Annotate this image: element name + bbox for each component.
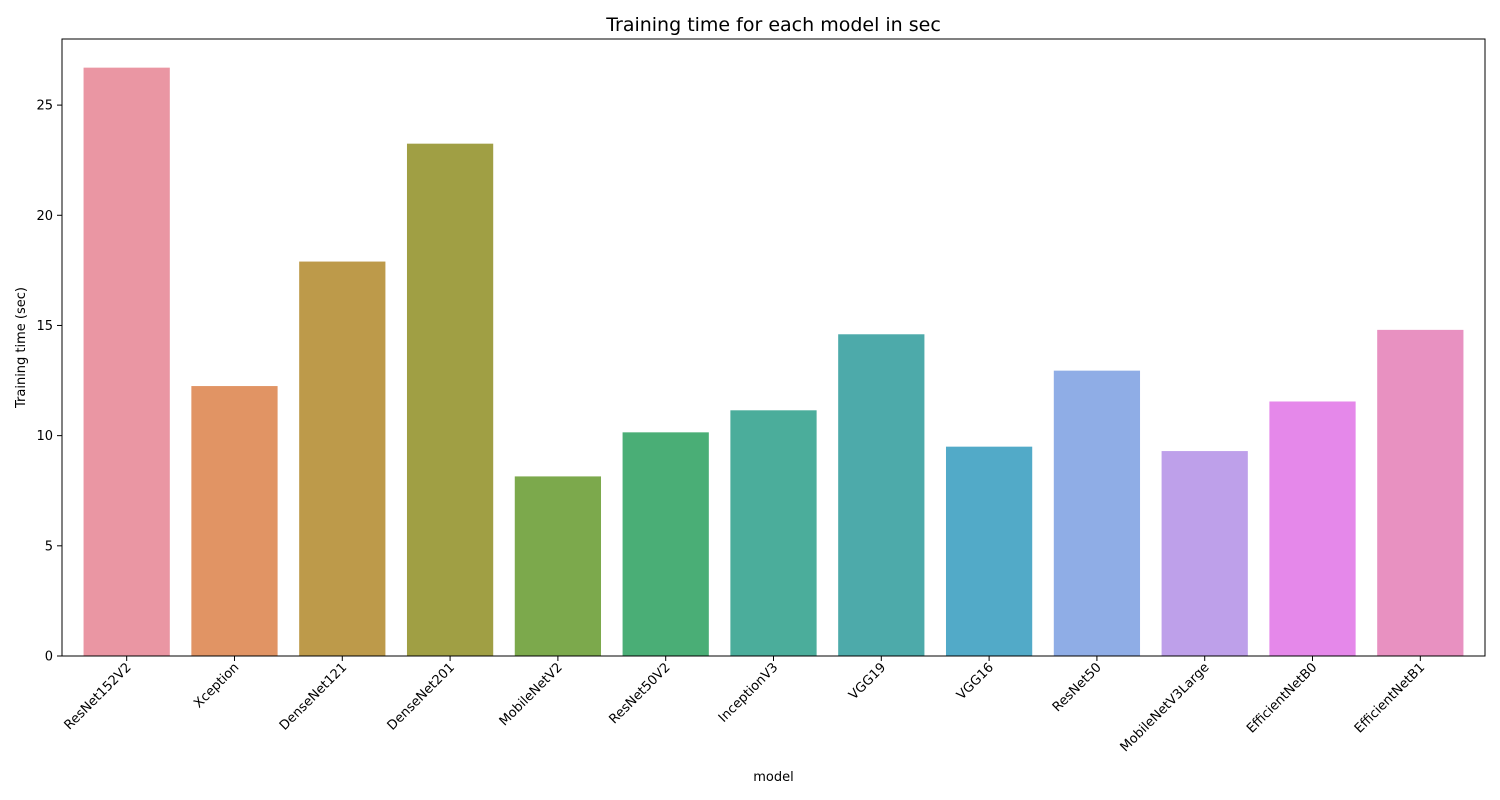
bar-vgg16 xyxy=(945,446,1033,656)
x-axis-label: model xyxy=(753,770,793,785)
x-tick-label: ResNet152V2 xyxy=(62,660,135,733)
x-tick-label: Xception xyxy=(191,660,242,711)
bar-densenet121 xyxy=(299,261,386,656)
bar-mobilenetv3large xyxy=(1161,451,1248,656)
bar-resnet50 xyxy=(1053,370,1141,656)
plot-frame xyxy=(61,38,1486,657)
x-tick-label: VGG19 xyxy=(846,660,889,703)
bar-efficientnetb0 xyxy=(1269,401,1356,656)
x-tick-label: DenseNet201 xyxy=(385,660,458,733)
x-tick-label: MobileNetV3Large xyxy=(1118,660,1213,755)
y-tick-label: 15 xyxy=(36,319,53,334)
y-tick-label: 0 xyxy=(45,650,53,665)
bar-resnet50v2 xyxy=(622,432,709,656)
bar-xception xyxy=(191,386,278,656)
bar-densenet201 xyxy=(406,143,494,657)
bar-mobilenetv2 xyxy=(514,476,602,656)
bar-resnet152v2 xyxy=(83,67,170,656)
x-tick-label: EfficientNetB1 xyxy=(1352,660,1428,736)
y-tick-label: 20 xyxy=(36,209,53,224)
x-tick-label: DenseNet121 xyxy=(277,660,350,733)
y-tick-label: 5 xyxy=(45,539,53,554)
x-tick-label: VGG16 xyxy=(954,660,997,703)
bar-vgg19 xyxy=(838,334,925,656)
x-tick-label: InceptionV3 xyxy=(716,660,781,725)
y-axis-ticks: 0 5 10 15 20 25 xyxy=(36,99,62,665)
bar-efficientnetb1 xyxy=(1377,329,1464,656)
x-axis-ticks: ResNet152V2 Xception DenseNet121 DenseNet20… xyxy=(62,656,1428,755)
x-tick-label: MobileNetV2 xyxy=(497,660,566,729)
y-axis-label: Training time (sec) xyxy=(14,287,29,409)
x-tick-label: EfficientNetB0 xyxy=(1244,660,1320,736)
y-tick-label: 10 xyxy=(36,429,53,444)
x-tick-label: ResNet50V2 xyxy=(607,660,674,727)
x-tick-label: ResNet50 xyxy=(1050,660,1105,715)
y-tick-label: 25 xyxy=(36,99,53,114)
bar-inceptionv3 xyxy=(730,410,817,656)
bars-group xyxy=(83,67,1464,657)
chart-title: Training time for each model in sec xyxy=(605,14,941,36)
